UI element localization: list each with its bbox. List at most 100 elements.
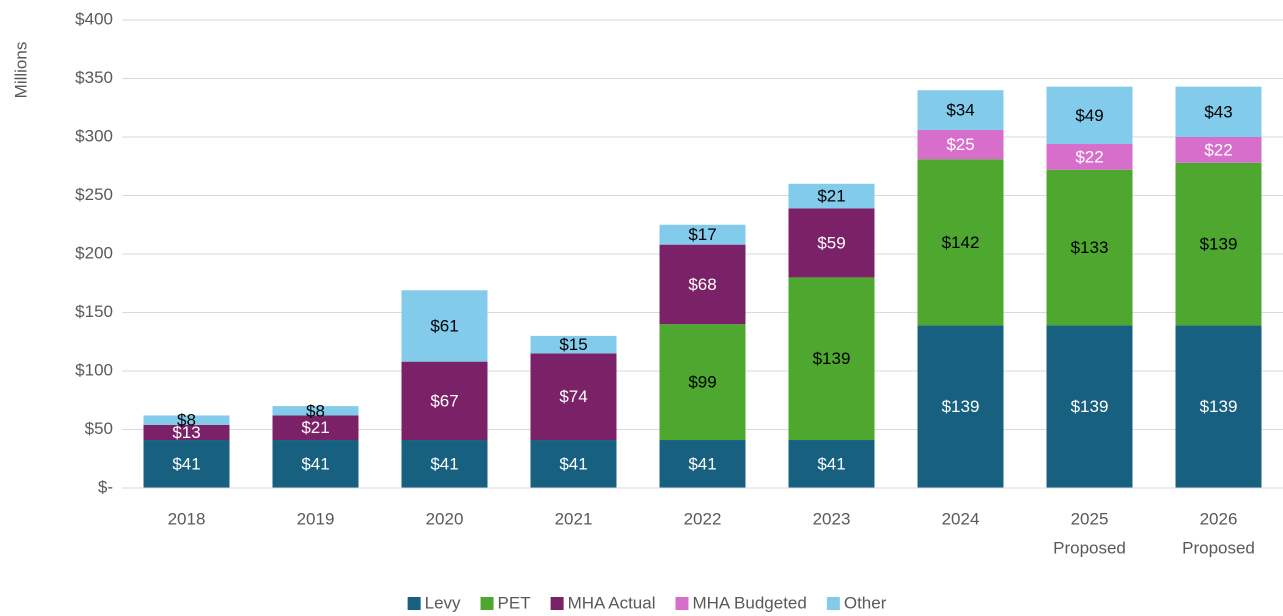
x-tick-label: 2023 (813, 509, 851, 528)
bar-segment (917, 159, 1004, 326)
data-label: $22 (1204, 140, 1232, 159)
data-label: $22 (1075, 147, 1103, 166)
bar-segment (788, 277, 875, 441)
legend-item: PET (480, 593, 531, 612)
data-label: $8 (177, 411, 196, 430)
data-label: $15 (559, 335, 587, 354)
data-label: $133 (1071, 238, 1109, 257)
legend-swatch (675, 597, 689, 610)
data-label: $142 (942, 233, 980, 252)
bar-segment (530, 335, 617, 354)
y-tick-label: $150 (75, 302, 113, 321)
bar-segment (788, 183, 875, 209)
legend-swatch (407, 597, 421, 610)
data-label: $139 (942, 397, 980, 416)
bar-segment (1046, 325, 1133, 488)
bar-segment (1175, 162, 1262, 326)
y-tick-label: $100 (75, 360, 113, 379)
bar-segment (659, 244, 746, 325)
bar-segment (272, 415, 359, 441)
legend-label: Levy (425, 593, 461, 612)
data-label: $41 (430, 454, 458, 473)
x-tick-label: 2021 (555, 509, 593, 528)
bar-segment (401, 440, 488, 488)
legend-item: Other (826, 593, 887, 612)
bar-segment (401, 361, 488, 441)
data-label: $41 (817, 454, 845, 473)
bar-segment (401, 290, 488, 362)
x-tick-label: Proposed (1182, 538, 1255, 557)
legend-swatch (826, 597, 840, 610)
bar-segment (788, 440, 875, 488)
bar-segment (917, 129, 1004, 160)
data-label: $99 (688, 373, 716, 392)
data-label: $34 (946, 101, 974, 120)
bar-segment (917, 325, 1004, 488)
bar-segment (272, 406, 359, 416)
data-label: $139 (813, 349, 851, 368)
y-tick-label: $- (98, 477, 113, 496)
x-tick-label: 2019 (297, 509, 335, 528)
bar-segment (143, 440, 230, 488)
data-label: $21 (817, 187, 845, 206)
x-tick-label: Proposed (1053, 538, 1126, 557)
legend-swatch (480, 597, 494, 610)
data-label: $13 (172, 423, 200, 442)
legend-swatch (550, 597, 564, 610)
bar-segment (1046, 144, 1133, 170)
legend: Levy PET MHA Actual MHA Budgeted Other (407, 593, 887, 612)
data-label: $67 (430, 391, 458, 410)
data-label: $43 (1204, 102, 1232, 121)
bar-segment (1175, 86, 1262, 137)
data-label: $59 (817, 233, 845, 252)
x-tick-label: 2025 (1071, 509, 1109, 528)
bar-segment (788, 208, 875, 278)
data-label: $49 (1075, 106, 1103, 125)
legend-item: MHA Actual (550, 593, 656, 612)
x-tick-label: 2022 (684, 509, 722, 528)
bar-segment (143, 424, 230, 441)
data-label: $139 (1071, 397, 1109, 416)
bar-segment (1046, 169, 1133, 326)
data-label: $41 (688, 454, 716, 473)
data-label: $139 (1200, 235, 1238, 254)
data-label: $74 (559, 387, 587, 406)
data-label: $41 (301, 454, 329, 473)
data-label: $21 (301, 418, 329, 437)
bar-segment (917, 90, 1004, 130)
legend-item: MHA Budgeted (675, 593, 807, 612)
bar-segment (659, 324, 746, 441)
legend-label: MHA Actual (568, 593, 656, 612)
legend-label: MHA Budgeted (692, 593, 806, 612)
legend-label: PET (498, 593, 531, 612)
data-label: $17 (688, 225, 716, 244)
legend-item: Levy (407, 593, 461, 612)
bar-segment (659, 224, 746, 245)
x-tick-label: 2024 (942, 509, 980, 528)
bar-segment (1175, 325, 1262, 488)
y-tick-label: $50 (85, 419, 113, 438)
bar-segment (1175, 137, 1262, 163)
y-tick-label: $400 (75, 9, 113, 28)
y-axis-label: Millions (11, 42, 30, 99)
bar-segment (530, 440, 617, 488)
legend-label: Other (844, 593, 887, 612)
bar-segment (659, 440, 746, 488)
x-tick-label: 2018 (168, 509, 206, 528)
data-label: $41 (559, 454, 587, 473)
bar-segment (272, 440, 359, 488)
data-label: $41 (172, 454, 200, 473)
x-tick-label: 2026 (1200, 509, 1238, 528)
bar-segment (1046, 86, 1133, 145)
x-tick-label: 2020 (426, 509, 464, 528)
y-tick-label: $250 (75, 185, 113, 204)
data-label: $139 (1200, 397, 1238, 416)
data-label: $61 (430, 316, 458, 335)
data-label: $68 (688, 275, 716, 294)
bar-segment (530, 353, 617, 441)
data-label: $8 (306, 401, 325, 420)
y-tick-label: $350 (75, 68, 113, 87)
y-tick-label: $300 (75, 126, 113, 145)
